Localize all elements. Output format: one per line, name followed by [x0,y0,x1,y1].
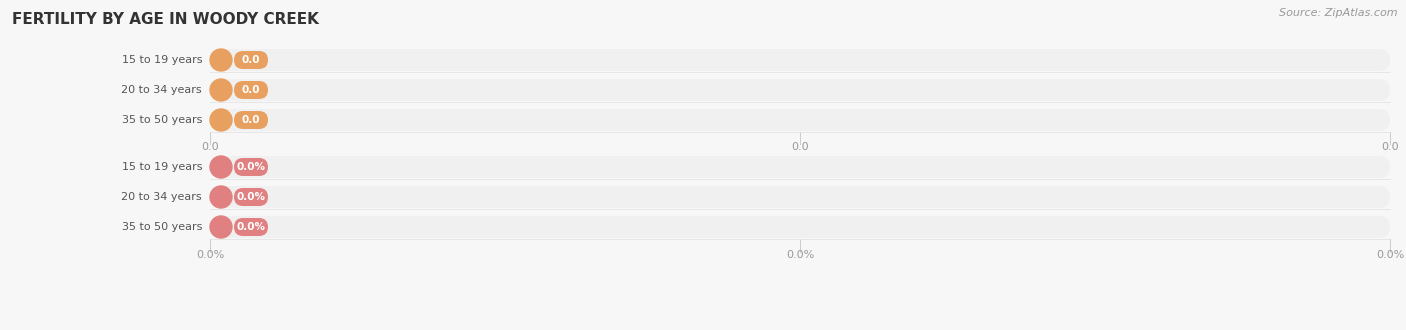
Text: 0.0: 0.0 [242,85,260,95]
Text: 0.0%: 0.0% [236,162,266,172]
FancyBboxPatch shape [233,111,269,129]
Text: 0.0: 0.0 [201,142,219,152]
Circle shape [209,49,232,71]
Text: 0.0%: 0.0% [786,250,814,260]
Text: 0.0%: 0.0% [236,192,266,202]
Text: 0.0%: 0.0% [195,250,224,260]
Text: 0.0: 0.0 [242,55,260,65]
FancyBboxPatch shape [209,109,1391,131]
FancyBboxPatch shape [209,79,1391,101]
Text: 15 to 19 years: 15 to 19 years [121,55,202,65]
Text: 0.0: 0.0 [792,142,808,152]
FancyBboxPatch shape [233,81,269,99]
Text: 0.0: 0.0 [242,115,260,125]
Text: 0.0%: 0.0% [236,222,266,232]
Text: 0.0: 0.0 [1381,142,1399,152]
Text: 20 to 34 years: 20 to 34 years [121,85,202,95]
FancyBboxPatch shape [209,156,1391,178]
Circle shape [209,109,232,131]
FancyBboxPatch shape [209,49,1391,71]
Text: 0.0%: 0.0% [1376,250,1405,260]
Text: 35 to 50 years: 35 to 50 years [122,115,202,125]
Text: 15 to 19 years: 15 to 19 years [121,162,202,172]
Circle shape [209,216,232,238]
FancyBboxPatch shape [209,186,1391,208]
FancyBboxPatch shape [233,158,269,176]
Circle shape [209,156,232,178]
FancyBboxPatch shape [233,51,269,69]
Text: 35 to 50 years: 35 to 50 years [122,222,202,232]
Text: 20 to 34 years: 20 to 34 years [121,192,202,202]
Text: FERTILITY BY AGE IN WOODY CREEK: FERTILITY BY AGE IN WOODY CREEK [13,12,319,27]
FancyBboxPatch shape [209,216,1391,238]
Circle shape [209,79,232,101]
FancyBboxPatch shape [233,188,269,206]
Text: Source: ZipAtlas.com: Source: ZipAtlas.com [1279,8,1398,18]
Circle shape [209,186,232,208]
FancyBboxPatch shape [233,218,269,236]
